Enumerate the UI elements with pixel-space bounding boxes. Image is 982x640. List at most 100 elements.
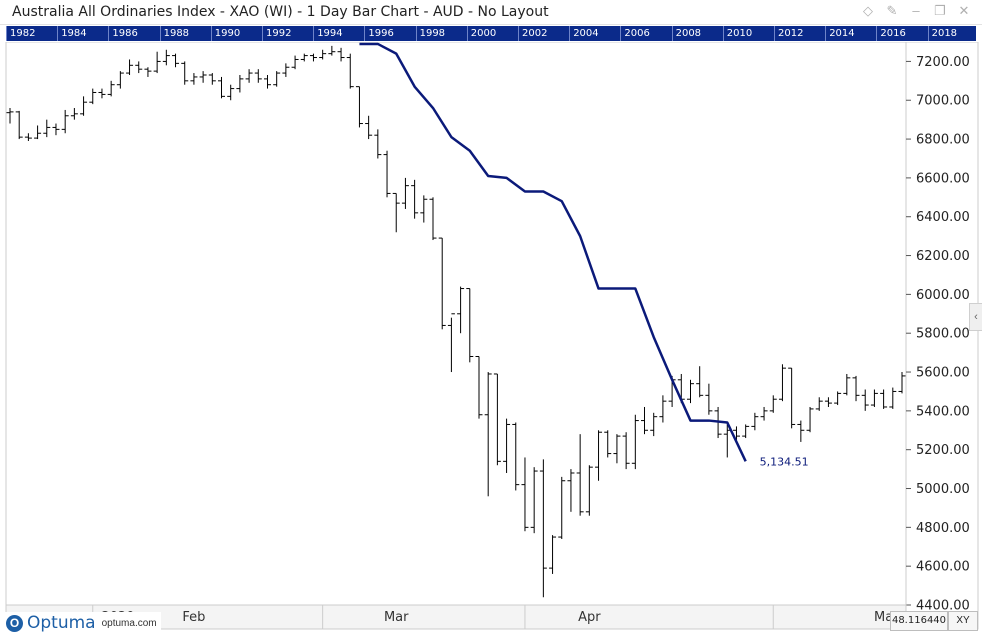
timeline-year-label[interactable]: 1996 <box>364 26 415 41</box>
xy-button[interactable]: XY <box>948 611 978 631</box>
y-tick-label: 6000.00 <box>916 288 970 303</box>
ohlc-bar <box>567 469 575 512</box>
ohlc-bar <box>585 465 593 516</box>
ohlc-bar <box>273 71 281 87</box>
ohlc-bar <box>374 129 382 159</box>
timeline-year-label[interactable]: 1982 <box>6 26 57 41</box>
y-tick-label: 5000.00 <box>916 482 970 497</box>
timeline-year-label[interactable]: 2006 <box>620 26 671 41</box>
ohlc-bar <box>613 434 621 464</box>
brand-url: optuma.com <box>101 617 157 629</box>
ohlc-bar <box>254 69 262 83</box>
ohlc-bar <box>438 237 446 330</box>
optuma-logo-icon: O <box>6 614 23 632</box>
ohlc-bar <box>622 432 630 470</box>
timeline-year-label[interactable]: 2018 <box>927 26 976 41</box>
ohlc-bar <box>732 426 740 440</box>
ohlc-bar <box>218 76 226 99</box>
timeline-year-label[interactable]: 2014 <box>825 26 876 41</box>
y-tick-label: 6400.00 <box>916 210 970 225</box>
ohlc-bar <box>6 108 14 124</box>
ohlc-bar <box>346 53 354 89</box>
ohlc-bar <box>751 412 759 431</box>
indicator-last-value-label: 5,134.51 <box>760 455 809 468</box>
timeline-year-label[interactable]: 1994 <box>313 26 364 41</box>
y-tick-label: 6600.00 <box>916 171 970 186</box>
ohlc-bar <box>576 434 584 516</box>
ohlc-bar <box>227 84 235 101</box>
diamond-icon[interactable]: ◇ <box>863 3 873 18</box>
ohlc-bar <box>420 195 428 223</box>
ohlc-bar <box>24 133 32 142</box>
close-icon[interactable]: ✕ <box>958 3 970 18</box>
ohlc-bar <box>52 123 60 136</box>
timeline-year-label[interactable]: 2000 <box>466 26 518 41</box>
minimize-icon[interactable]: – <box>912 3 920 18</box>
x-tick-label: Mar <box>384 610 409 625</box>
ohlc-bar <box>337 47 345 62</box>
ohlc-bar <box>834 391 842 406</box>
ohlc-bar <box>650 412 658 437</box>
ohlc-bar <box>282 63 290 77</box>
ohlc-bar <box>797 420 805 442</box>
title-bar: Australia All Ordinaries Index - XAO (WI… <box>0 0 982 25</box>
ohlc-bar <box>135 61 143 74</box>
ohlc-bar <box>880 389 888 409</box>
ohlc-bar <box>852 375 860 402</box>
ohlc-bar <box>70 108 78 120</box>
ohlc-bar <box>870 389 878 407</box>
timeline-year-label[interactable]: 1988 <box>159 26 211 41</box>
ohlc-bar <box>530 467 538 534</box>
x-tick-label: Apr <box>578 610 601 625</box>
restore-icon[interactable]: ❐ <box>934 3 946 18</box>
y-tick-label: 6200.00 <box>916 249 970 264</box>
chart-title: Australia All Ordinaries Index - XAO (WI… <box>12 4 549 20</box>
ohlc-bar <box>631 414 639 470</box>
ohlc-bar <box>788 367 796 429</box>
ohlc-bar <box>126 59 134 76</box>
ohlc-bar <box>447 313 455 373</box>
timeline-navigator[interactable]: 1982 1984 1986 1988 1990 1992 1994 1996 1998 2000… <box>6 26 976 41</box>
price-chart-svg[interactable]: 7200.00 7000.00 6800.00 6600.00 6400.00 6200.… <box>0 41 982 635</box>
ohlc-bar <box>34 125 42 140</box>
ohlc-bar <box>475 356 483 419</box>
timeline-year-label[interactable]: 1986 <box>108 26 159 41</box>
timeline-year-label[interactable]: 2010 <box>722 26 774 41</box>
y-tick-label: 4600.00 <box>916 560 970 575</box>
timeline-year-label[interactable]: 1992 <box>262 26 313 41</box>
timeline-year-label[interactable]: 2002 <box>518 26 569 41</box>
ohlc-bar <box>843 373 851 396</box>
ohlc-bar <box>172 53 180 68</box>
ohlc-bar <box>512 422 520 491</box>
y-tick-label: 5200.00 <box>916 443 970 458</box>
pin-icon[interactable]: ✎ <box>886 3 898 18</box>
ohlc-bar <box>181 61 189 85</box>
ohlc-bar <box>696 366 704 398</box>
timeline-year-label[interactable]: 1998 <box>415 26 467 41</box>
ohlc-bar <box>116 71 124 89</box>
ohlc-bar <box>742 424 750 439</box>
ohlc-bar <box>898 372 906 394</box>
timeline-year-label[interactable]: 2008 <box>671 26 723 41</box>
timeline-year-label[interactable]: 2004 <box>569 26 620 41</box>
ohlc-bar <box>778 364 786 402</box>
y-tick-label: 5400.00 <box>916 404 970 419</box>
timeline-year-label[interactable]: 2016 <box>876 26 927 41</box>
ohlc-bar <box>760 406 768 421</box>
y-tick-label: 4800.00 <box>916 521 970 536</box>
ohlc-bar <box>162 49 170 66</box>
ohlc-bar <box>245 69 253 83</box>
ohlc-bar <box>686 379 694 404</box>
ohlc-bar <box>769 395 777 413</box>
window-controls: ◇ ✎ – ❐ ✕ <box>860 3 972 19</box>
ohlc-bar <box>705 383 713 415</box>
timeline-year-label[interactable]: 2012 <box>774 26 825 41</box>
ohlc-bar <box>521 457 529 532</box>
y-tick-label: 6800.00 <box>916 133 970 148</box>
timeline-year-label[interactable]: 1984 <box>57 26 108 41</box>
timeline-year-label[interactable]: 1990 <box>210 26 262 41</box>
chart-area[interactable]: 7200.00 7000.00 6800.00 6600.00 6400.00 6200.… <box>0 41 982 635</box>
scroll-left-arrow-icon[interactable]: ‹ <box>969 303 982 331</box>
ohlc-bar <box>199 71 207 83</box>
ohlc-bar <box>15 110 23 140</box>
